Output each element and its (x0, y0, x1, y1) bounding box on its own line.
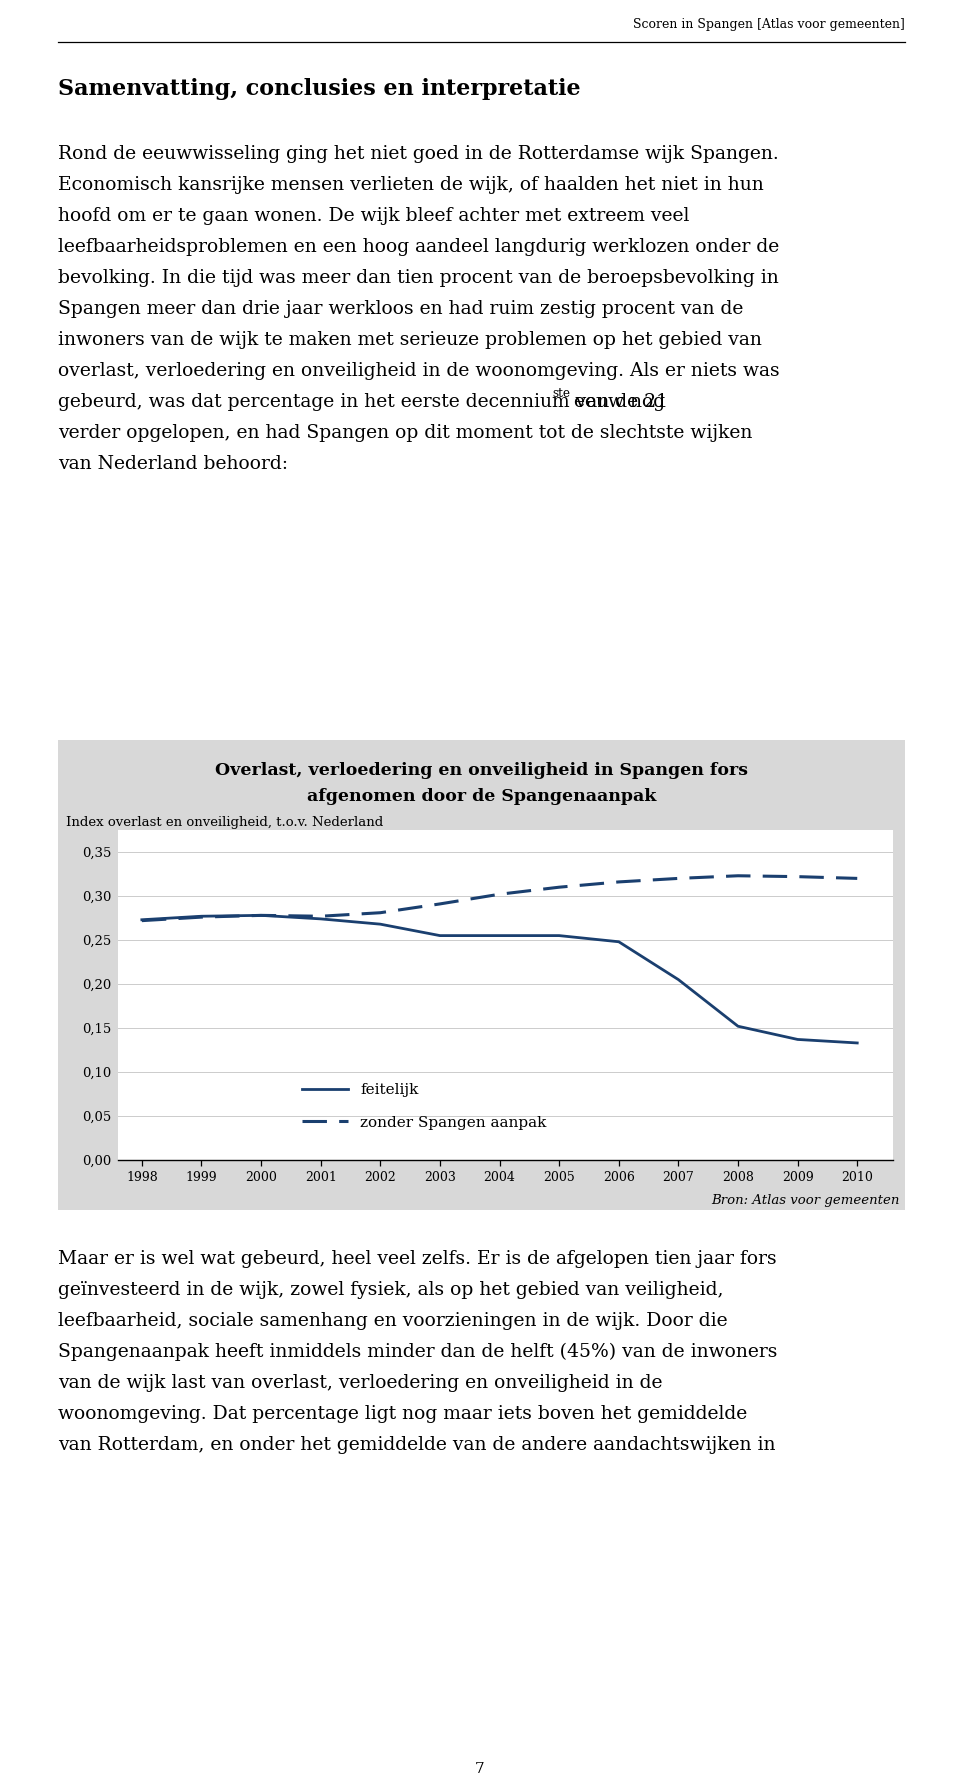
Text: Index overlast en onveiligheid, t.o.v. Nederland: Index overlast en onveiligheid, t.o.v. N… (66, 815, 383, 829)
Text: overlast, verloedering en onveiligheid in de woonomgeving. Als er niets was: overlast, verloedering en onveiligheid i… (58, 361, 780, 379)
Text: Maar er is wel wat gebeurd, heel veel zelfs. Er is de afgelopen tien jaar fors: Maar er is wel wat gebeurd, heel veel ze… (58, 1250, 777, 1267)
Text: woonomgeving. Dat percentage ligt nog maar iets boven het gemiddelde: woonomgeving. Dat percentage ligt nog ma… (58, 1404, 747, 1422)
Text: leefbaarheid, sociale samenhang en voorzieningen in de wijk. Door die: leefbaarheid, sociale samenhang en voorz… (58, 1312, 728, 1330)
Text: ste: ste (552, 386, 570, 400)
Text: van Rotterdam, en onder het gemiddelde van de andere aandachtswijken in: van Rotterdam, en onder het gemiddelde v… (58, 1436, 776, 1454)
Text: Scoren in Spangen [Atlas voor gemeenten]: Scoren in Spangen [Atlas voor gemeenten] (634, 18, 905, 30)
Text: geïnvesteerd in de wijk, zowel fysiek, als op het gebied van veiligheid,: geïnvesteerd in de wijk, zowel fysiek, a… (58, 1282, 724, 1299)
Text: bevolking. In die tijd was meer dan tien procent van de beroepsbevolking in: bevolking. In die tijd was meer dan tien… (58, 269, 779, 287)
Text: Overlast, verloedering en onveiligheid in Spangen fors: Overlast, verloedering en onveiligheid i… (215, 762, 748, 780)
Text: afgenomen door de Spangenaanpak: afgenomen door de Spangenaanpak (307, 789, 657, 805)
Text: Rond de eeuwwisseling ging het niet goed in de Rotterdamse wijk Spangen.: Rond de eeuwwisseling ging het niet goed… (58, 144, 779, 164)
Text: inwoners van de wijk te maken met serieuze problemen op het gebied van: inwoners van de wijk te maken met serieu… (58, 331, 762, 349)
Text: eeuw nog: eeuw nog (568, 393, 665, 411)
Text: 7: 7 (475, 1762, 485, 1776)
Text: van Nederland behoord:: van Nederland behoord: (58, 456, 288, 473)
Text: Bron: Atlas voor gemeenten: Bron: Atlas voor gemeenten (711, 1194, 900, 1207)
Text: van de wijk last van overlast, verloedering en onveiligheid in de: van de wijk last van overlast, verloeder… (58, 1374, 662, 1392)
Text: verder opgelopen, en had Spangen op dit moment tot de slechtste wijken: verder opgelopen, en had Spangen op dit … (58, 424, 753, 441)
Text: Spangen meer dan drie jaar werkloos en had ruim zestig procent van de: Spangen meer dan drie jaar werkloos en h… (58, 301, 743, 319)
Bar (58, 740, 905, 1210)
Legend: feitelijk, zonder Spangen aanpak: feitelijk, zonder Spangen aanpak (296, 1077, 553, 1136)
Text: Spangenaanpak heeft inmiddels minder dan de helft (45%) van de inwoners: Spangenaanpak heeft inmiddels minder dan… (58, 1342, 778, 1362)
Text: gebeurd, was dat percentage in het eerste decennium van de 21: gebeurd, was dat percentage in het eerst… (58, 393, 668, 411)
Text: Samenvatting, conclusies en interpretatie: Samenvatting, conclusies en interpretati… (58, 78, 581, 100)
Text: leefbaarheidsproblemen en een hoog aandeel langdurig werklozen onder de: leefbaarheidsproblemen en een hoog aande… (58, 239, 780, 256)
Text: Economisch kansrijke mensen verlieten de wijk, of haalden het niet in hun: Economisch kansrijke mensen verlieten de… (58, 176, 764, 194)
Text: hoofd om er te gaan wonen. De wijk bleef achter met extreem veel: hoofd om er te gaan wonen. De wijk bleef… (58, 206, 689, 224)
